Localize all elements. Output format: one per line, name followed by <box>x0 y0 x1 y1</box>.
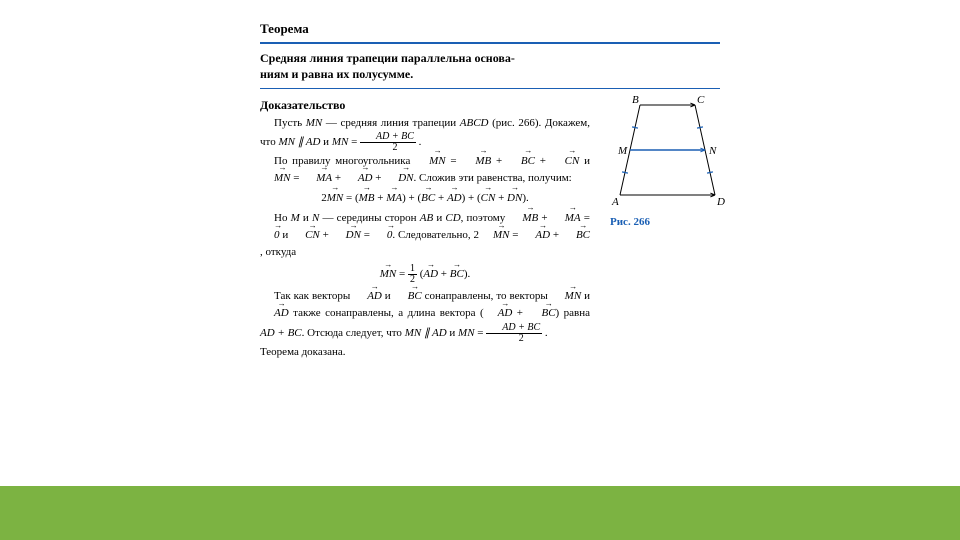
equation-2: MN = 12 (AD + BC). <box>260 264 590 285</box>
theorem-statement: Средняя линия трапеции параллельна основ… <box>260 48 720 84</box>
svg-text:N: N <box>708 145 717 157</box>
frac-final: AD + BC2 <box>486 323 542 344</box>
vec-bc: BC <box>507 153 535 170</box>
vec-cn: CN <box>551 153 580 170</box>
figure-caption: Рис. 266 <box>610 216 720 228</box>
vec-ad: AD <box>484 305 513 322</box>
vec-ad: AD <box>423 266 438 283</box>
vec-mn: MN <box>327 190 344 207</box>
num: AD + BC <box>486 323 542 334</box>
proof-para-3: Но M и N — середины сторон AB и CD, поэт… <box>260 210 590 261</box>
mn-eq: MN <box>332 136 349 148</box>
t: и <box>579 155 590 167</box>
mn-par-ad: MN ∥ AD <box>405 327 447 339</box>
den: 2 <box>360 143 416 153</box>
cd: CD <box>445 212 460 224</box>
vec-zero: 0 <box>373 227 393 244</box>
t: и <box>320 136 331 148</box>
svg-text:A: A <box>611 196 619 208</box>
slide: Теорема Средняя линия трапеции параллель… <box>0 0 960 540</box>
vec-bc: BC <box>394 288 422 305</box>
vec-ad: AD <box>447 190 462 207</box>
green-footer-band <box>0 486 960 540</box>
equation-1: 2MN = (MB + MA) + (BC + AD) + (CN + DN). <box>260 190 590 207</box>
num: AD + BC <box>360 132 416 143</box>
t: . Следовательно, <box>392 229 473 241</box>
vec-ad: AD <box>521 227 550 244</box>
mn-par-ad: MN ∥ AD <box>278 136 320 148</box>
mn: MN <box>306 117 323 129</box>
proof-para-4: Так как векторы AD и BC сонаправлены, то… <box>260 288 590 343</box>
svg-text:B: B <box>632 95 639 106</box>
den: 2 <box>486 334 542 344</box>
t: Пусть <box>274 117 306 129</box>
t: . Отсюда следует, что <box>302 327 405 339</box>
vec-dn: DN <box>332 227 361 244</box>
frac-adbс-over-2: AD + BC2 <box>360 132 416 153</box>
t: также сонаправлены, а длина вектора ( <box>289 307 484 319</box>
vec-bc: BC <box>450 266 464 283</box>
trapezoid-diagram: A B C D M N <box>610 95 725 210</box>
t: ) равна <box>556 307 590 319</box>
vec-mb: MB <box>359 190 375 207</box>
rule-bottom <box>260 88 720 89</box>
abcd: ABCD <box>460 117 489 129</box>
vec-cn: CN <box>291 227 320 244</box>
t: , откуда <box>260 246 296 258</box>
theorem-label: Теорема <box>260 20 720 38</box>
vec-cn: CN <box>481 190 496 207</box>
vec-mb: MB <box>461 153 491 170</box>
svg-text:C: C <box>697 95 705 106</box>
ad-plus-bc: AD + BC <box>260 327 302 339</box>
vec-mn: MN <box>415 153 446 170</box>
vec-bc: BC <box>527 305 555 322</box>
vec-zero: 0 <box>260 227 280 244</box>
vec-bc: BC <box>421 190 435 207</box>
rule-top <box>260 42 720 44</box>
proof-end: Теорема доказана. <box>260 344 590 361</box>
t: — средняя линия трапеции <box>322 117 460 129</box>
svg-text:D: D <box>716 196 725 208</box>
ab: AB <box>420 212 433 224</box>
proof-body: Пусть MN — средняя линия трапеции ABCD (… <box>260 115 590 360</box>
theorem-line-2: ниям и равна их полусумме. <box>260 67 413 81</box>
t: и <box>447 327 458 339</box>
figure-266: ABCDMN Рис. 266 <box>610 95 720 228</box>
mn: MN <box>458 327 475 339</box>
vec-mn: MN <box>479 227 510 244</box>
vec-bc: BC <box>562 227 590 244</box>
svg-text:M: M <box>617 145 628 157</box>
theorem-line-1: Средняя линия трапеции параллельна основ… <box>260 51 515 65</box>
vec-ma: MA <box>386 190 402 207</box>
t: и <box>433 212 445 224</box>
vec-ad: AD <box>353 288 382 305</box>
vec-ad: AD <box>260 305 289 322</box>
vec-mn: MN <box>260 170 291 187</box>
t: и <box>382 290 394 302</box>
